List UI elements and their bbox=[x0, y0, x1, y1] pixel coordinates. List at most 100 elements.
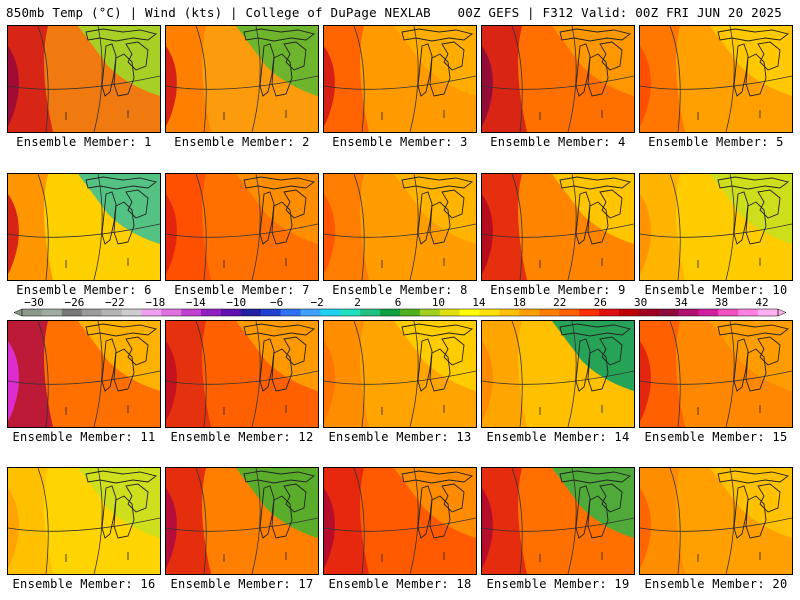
temperature-map bbox=[482, 468, 634, 574]
cool-region bbox=[710, 26, 792, 96]
temperature-map bbox=[8, 26, 160, 132]
colorbar-swatch bbox=[320, 309, 341, 316]
ensemble-panel bbox=[323, 25, 477, 133]
contour-line bbox=[8, 517, 160, 532]
wind-barb bbox=[539, 552, 603, 562]
hottest-region bbox=[324, 488, 335, 568]
contour-line bbox=[409, 468, 419, 574]
contour-line bbox=[37, 321, 49, 427]
ensemble-member-label: Ensemble Member: 13 bbox=[328, 430, 472, 444]
hot-region bbox=[8, 468, 53, 574]
coastline bbox=[559, 470, 632, 539]
contour-line bbox=[8, 75, 160, 90]
contour-line bbox=[511, 468, 523, 574]
cool-region bbox=[78, 174, 160, 244]
colorbar-swatch bbox=[360, 309, 381, 316]
colorbar-swatch bbox=[539, 309, 560, 316]
hot-region bbox=[8, 321, 53, 427]
hottest-region bbox=[324, 194, 335, 274]
hottest-region bbox=[482, 341, 493, 421]
coastline bbox=[559, 323, 632, 392]
contour-line bbox=[511, 321, 523, 427]
coastline bbox=[243, 470, 316, 539]
hottest-region bbox=[482, 194, 493, 274]
colorbar-swatch bbox=[598, 309, 620, 316]
hottest-region bbox=[640, 341, 651, 421]
contour-line bbox=[511, 174, 523, 280]
cool-region bbox=[552, 174, 634, 244]
colorbar-tick-label: −14 bbox=[186, 296, 206, 309]
colorbar-swatch bbox=[61, 309, 82, 316]
colorbar-tick-label: 42 bbox=[755, 296, 768, 309]
colorbar-swatch bbox=[519, 309, 540, 316]
hottest-region bbox=[166, 341, 177, 421]
hot-region bbox=[8, 26, 53, 132]
coastline bbox=[243, 176, 316, 245]
colorbar-swatch bbox=[439, 309, 460, 316]
colorbar-swatch bbox=[220, 309, 242, 316]
ensemble-member-label: Ensemble Member: 2 bbox=[174, 135, 310, 149]
colorbar-swatch bbox=[41, 309, 63, 316]
colorbar-swatch bbox=[161, 309, 182, 316]
ensemble-member-label: Ensemble Member: 5 bbox=[648, 135, 784, 149]
ensemble-member-label: Ensemble Member: 7 bbox=[174, 283, 310, 297]
contour-line bbox=[409, 26, 419, 132]
cool-region bbox=[552, 321, 634, 391]
contour-line bbox=[324, 75, 476, 90]
coastline bbox=[717, 28, 790, 97]
colorbar-tick-label: 6 bbox=[395, 296, 402, 309]
hottest-region bbox=[166, 488, 177, 568]
chart-title: 850mb Temp (°C) | Wind (kts) | College o… bbox=[6, 5, 431, 20]
colorbar-swatch bbox=[400, 309, 421, 316]
wind-barb bbox=[223, 258, 287, 268]
wind-barb bbox=[65, 405, 129, 415]
colorbar-swatch bbox=[499, 309, 520, 316]
contour-line bbox=[353, 26, 365, 132]
contour-line bbox=[195, 468, 207, 574]
colorbar-tick-label: 26 bbox=[594, 296, 607, 309]
ensemble-member-label: Ensemble Member: 17 bbox=[170, 577, 314, 591]
cool-region bbox=[394, 321, 476, 391]
contour-line bbox=[725, 468, 735, 574]
cool-region bbox=[394, 468, 476, 538]
wind-barb bbox=[697, 405, 761, 415]
temperature-colorbar: −30 −26 −22 −18 −14 −10 −6 −2 2 6 10 14 18 22 26 30 34 38… bbox=[13, 296, 787, 317]
contour-line bbox=[324, 223, 476, 238]
temperature-map bbox=[640, 174, 792, 280]
coastline bbox=[243, 28, 316, 97]
wind-barb bbox=[381, 110, 445, 120]
cool-region bbox=[710, 174, 792, 244]
ensemble-member-label: Ensemble Member: 10 bbox=[644, 283, 788, 297]
cool-region bbox=[552, 26, 634, 96]
temperature-map bbox=[166, 468, 318, 574]
hot-region bbox=[324, 26, 369, 132]
colorbar-tick-label: 14 bbox=[472, 296, 486, 309]
temperature-map bbox=[482, 321, 634, 427]
contour-line bbox=[93, 174, 103, 280]
colorbar-swatch bbox=[22, 309, 43, 316]
ensemble-panel bbox=[165, 173, 319, 281]
ensemble-panel bbox=[7, 320, 161, 428]
wind-barb bbox=[539, 258, 603, 268]
hottest-region bbox=[166, 194, 177, 274]
colorbar-tick-label: −10 bbox=[226, 296, 246, 309]
coastline bbox=[559, 176, 632, 245]
ensemble-panel bbox=[165, 467, 319, 575]
contour-line bbox=[669, 468, 681, 574]
coastline bbox=[401, 323, 474, 392]
hottest-region bbox=[8, 194, 19, 274]
ensemble-panel bbox=[481, 173, 635, 281]
wind-barb bbox=[697, 110, 761, 120]
ensemble-member-label: Ensemble Member: 12 bbox=[170, 430, 314, 444]
ensemble-panel bbox=[165, 320, 319, 428]
colorbar-tick-label: 22 bbox=[553, 296, 566, 309]
ensemble-panel bbox=[323, 320, 477, 428]
colorbar-swatch bbox=[718, 309, 739, 316]
contour-line bbox=[195, 26, 207, 132]
ensemble-panel bbox=[165, 25, 319, 133]
colorbar-swatch bbox=[559, 309, 580, 316]
contour-line bbox=[8, 370, 160, 385]
colorbar-swatch bbox=[181, 309, 202, 316]
colorbar-tick-label: 2 bbox=[354, 296, 361, 309]
contour-line bbox=[669, 174, 681, 280]
